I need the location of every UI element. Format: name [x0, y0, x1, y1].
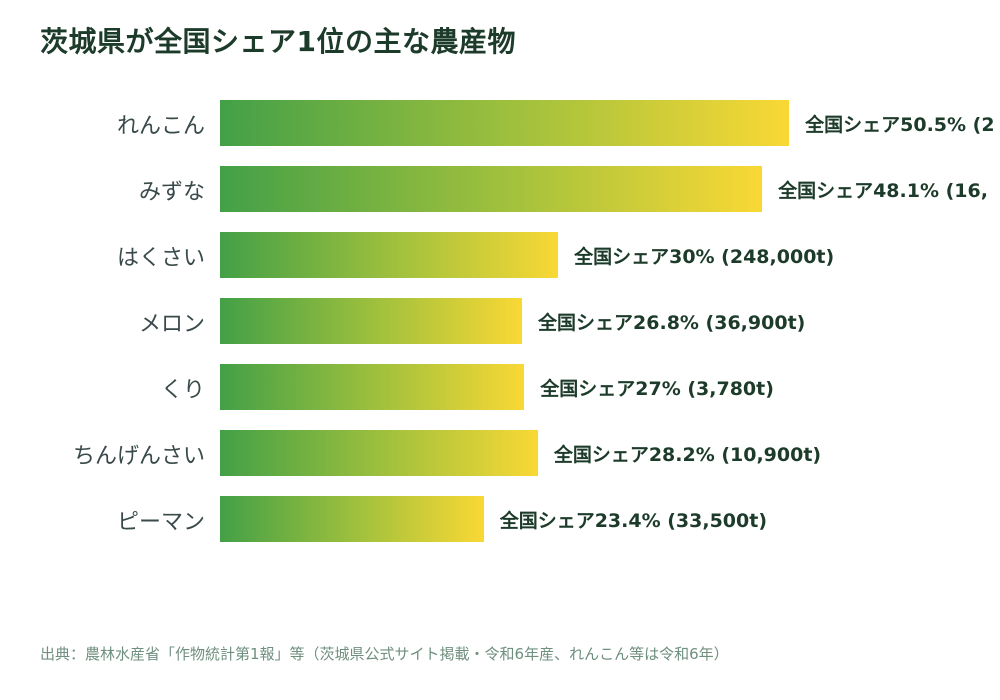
- bar: [220, 100, 790, 146]
- category-label: くり: [160, 378, 205, 403]
- value-label: 全国シェア27% (3,780t): [540, 378, 774, 400]
- category-label: ちんげんさい: [72, 444, 205, 469]
- category-label: メロン: [138, 312, 205, 337]
- bar: [220, 430, 538, 476]
- category-label: ピーマン: [116, 510, 205, 535]
- category-label: はくさい: [116, 246, 205, 271]
- chart-title: 茨城県が全国シェア1位の主な農産物: [40, 25, 516, 58]
- source-note: 出典：農林水産省「作物統計第1報」等（茨城県公式サイト掲載・令和6年産、れんこん…: [40, 645, 729, 663]
- bar: [220, 496, 484, 542]
- bar: [220, 232, 559, 278]
- value-label: 全国シェア26.8% (36,900t): [538, 312, 806, 334]
- category-label: みずな: [138, 180, 205, 205]
- bar: [220, 166, 763, 212]
- value-label: 全国シェア28.2% (10,900t): [553, 444, 822, 466]
- value-label: 全国シェア23.4% (33,500t): [499, 510, 768, 532]
- value-label: 全国シェア48.1% (16,: [778, 180, 988, 202]
- value-label: 全国シェア30% (248,000t): [574, 246, 835, 268]
- value-label: 全国シェア50.5% (2: [805, 114, 995, 136]
- category-label: れんこん: [116, 114, 205, 139]
- bar: [220, 298, 523, 344]
- bar: [220, 364, 525, 410]
